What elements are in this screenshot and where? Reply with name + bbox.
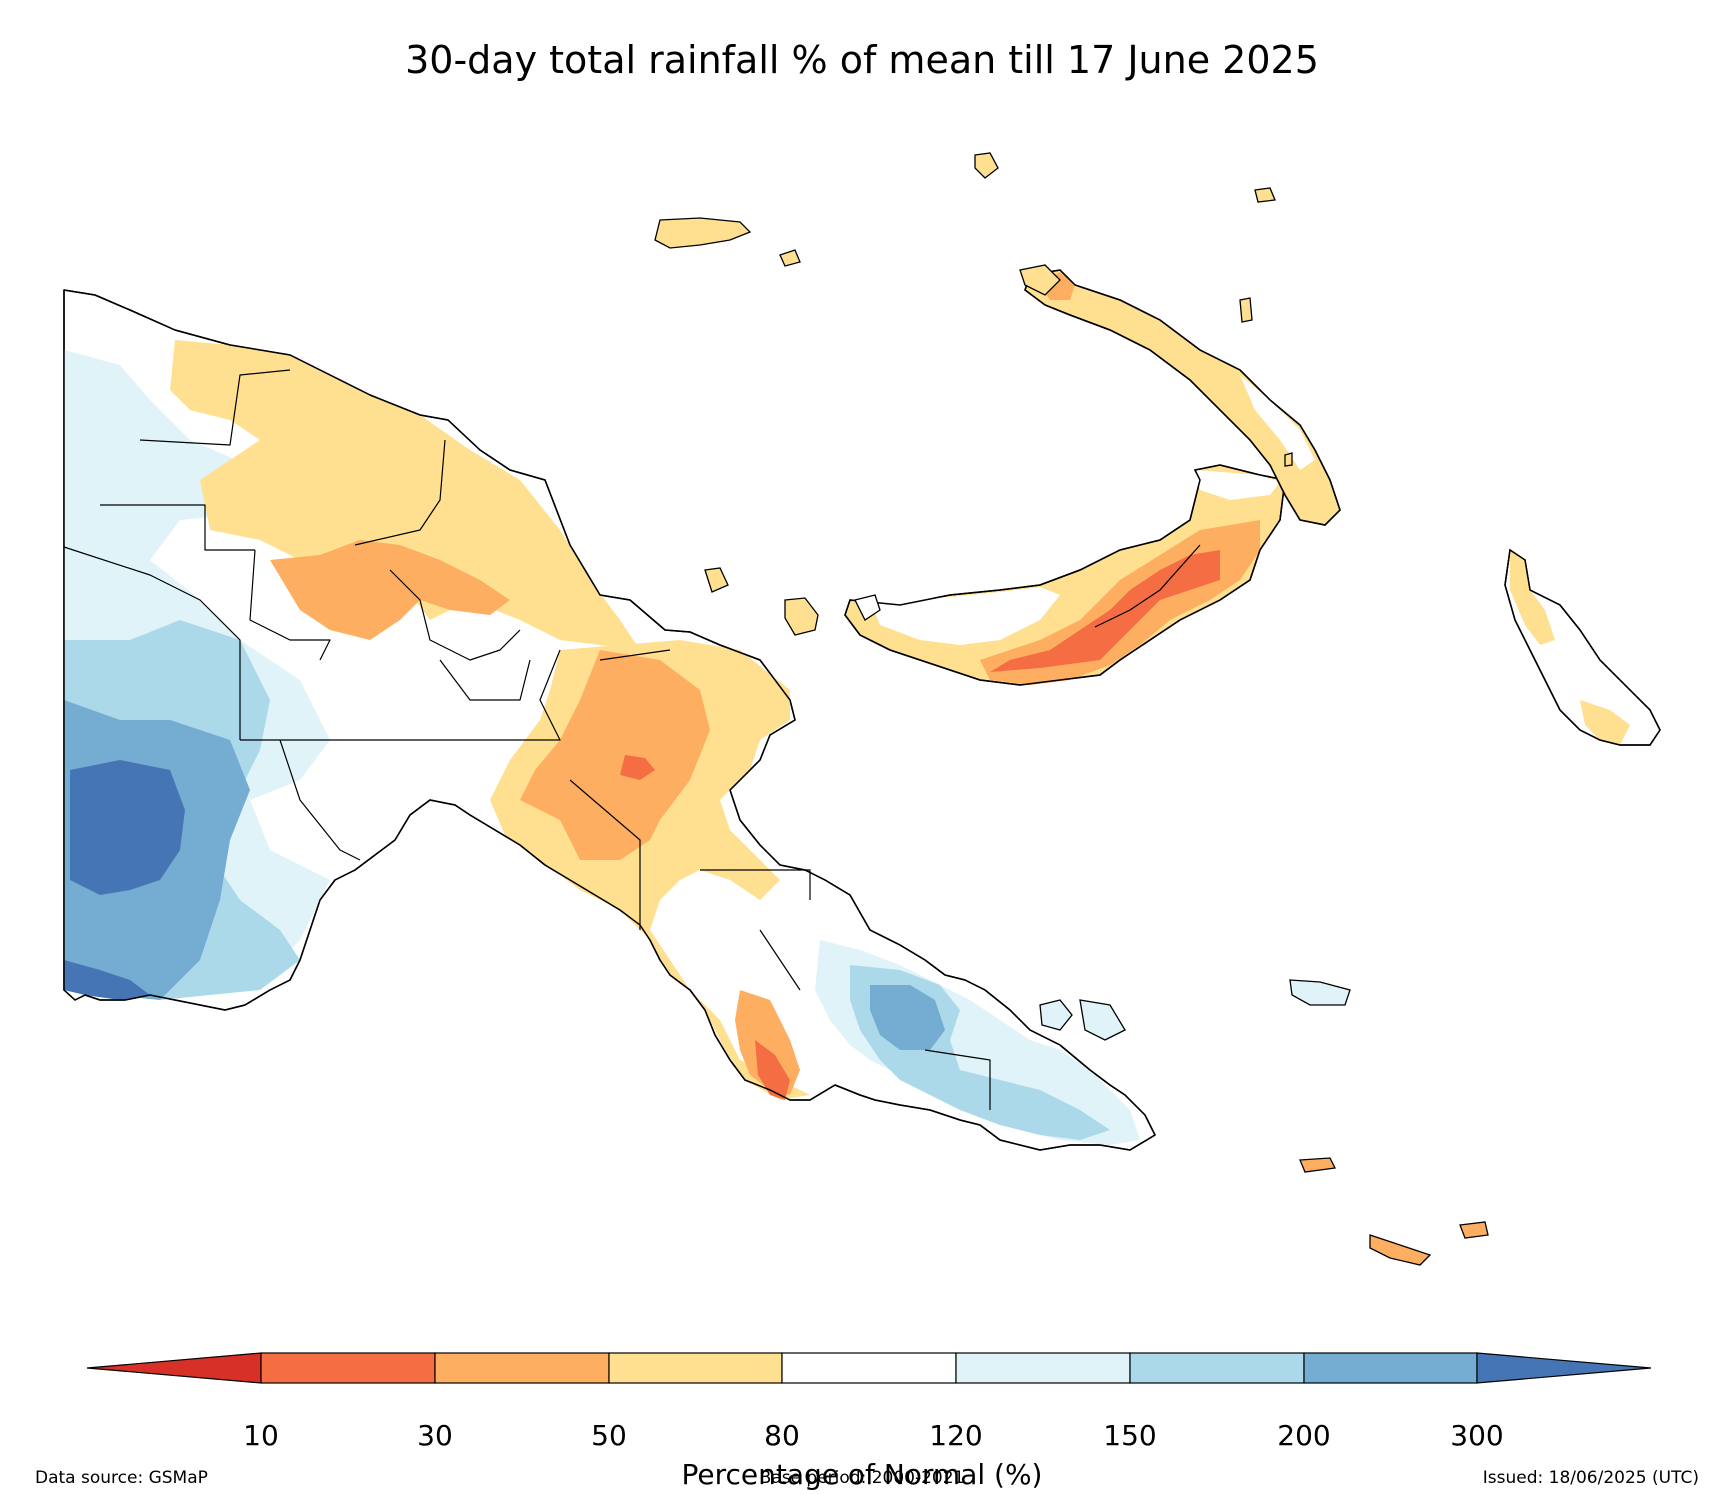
mainland bbox=[63, 289, 1156, 1151]
trobriand-islands bbox=[1289, 979, 1351, 1006]
colorbar-tick-300: 300 bbox=[1450, 1419, 1504, 1452]
zone-yellow-north bbox=[170, 340, 640, 650]
province-boundaries bbox=[63, 369, 991, 1110]
new-britain-white-north bbox=[1195, 470, 1280, 500]
colorbar-tick-80: 80 bbox=[764, 1419, 800, 1452]
new-britain bbox=[844, 464, 1286, 686]
base-period: Base period: 2000-2021 bbox=[759, 1468, 965, 1488]
colorbar-bin-30-50 bbox=[434, 1352, 610, 1384]
map-title: 30-day total rainfall % of mean till 17 … bbox=[405, 38, 1319, 82]
manus-island bbox=[654, 217, 752, 249]
bougainville bbox=[1504, 548, 1661, 746]
bougainville-yellow-south bbox=[1580, 700, 1630, 745]
colorbar-bin-50-80 bbox=[608, 1352, 783, 1384]
new-ireland-outline bbox=[1024, 269, 1341, 526]
colorbar-tick-50: 50 bbox=[591, 1419, 627, 1452]
new-ireland-base bbox=[1024, 269, 1341, 526]
zone-mid-blue-east bbox=[870, 985, 945, 1050]
zone-orange-morobe bbox=[520, 650, 710, 860]
long-island bbox=[784, 597, 819, 636]
mussau-island bbox=[974, 152, 999, 179]
colorbar-label: Percentage of Normal (%) bbox=[681, 1458, 1043, 1491]
new-ireland bbox=[1024, 269, 1341, 526]
colorbar-tick-120: 120 bbox=[929, 1419, 983, 1452]
zone-red-morobe bbox=[620, 755, 655, 780]
mainland-outline bbox=[63, 289, 1156, 1151]
zone-orange-highlands bbox=[270, 540, 510, 640]
colorbar-tick-10: 10 bbox=[243, 1419, 279, 1452]
manus-east-islet bbox=[779, 249, 801, 267]
colorbar-bin-150-200 bbox=[1129, 1352, 1305, 1384]
fergusson-island bbox=[1079, 999, 1126, 1041]
data-source: Data source: GSMaP bbox=[35, 1468, 208, 1488]
new-hanover-island bbox=[1019, 264, 1061, 296]
zone-dark-blue-southwest bbox=[70, 760, 185, 895]
bougainville-yellow bbox=[1510, 550, 1555, 645]
new-britain-red bbox=[990, 550, 1220, 672]
woodlark-island bbox=[1299, 1157, 1336, 1173]
sudest-island bbox=[1369, 1234, 1432, 1266]
lihir-islet bbox=[1284, 452, 1293, 467]
colorbar-tick-30: 30 bbox=[417, 1419, 453, 1452]
zone-dark-blue-south-tip bbox=[64, 960, 150, 1000]
colorbar bbox=[86, 1352, 1652, 1384]
colorbar-tick-150: 150 bbox=[1103, 1419, 1157, 1452]
misima-islet bbox=[1254, 187, 1276, 203]
colorbar-bin-200-300 bbox=[1303, 1352, 1478, 1384]
new-ireland-orange bbox=[1040, 272, 1075, 300]
colorbar-over-triangle bbox=[1476, 1352, 1652, 1384]
zone-red-oro bbox=[755, 1040, 790, 1100]
bougainville-outline bbox=[1504, 548, 1661, 746]
islands bbox=[654, 152, 1489, 1266]
issued-date: Issued: 18/06/2025 (UTC) bbox=[1482, 1468, 1699, 1488]
zone-orange-oro bbox=[735, 990, 800, 1095]
colorbar-under-triangle bbox=[86, 1352, 262, 1384]
tabar-islet bbox=[1239, 297, 1253, 323]
new-ireland-white bbox=[1240, 375, 1315, 470]
goodenough-island bbox=[1039, 999, 1073, 1031]
colorbar-bin-80-120 bbox=[781, 1352, 957, 1384]
colorbar-bin-120-150 bbox=[955, 1352, 1131, 1384]
karkar-island bbox=[704, 567, 729, 593]
colorbar-tick-200: 200 bbox=[1277, 1419, 1331, 1452]
rossel-island bbox=[1459, 1221, 1489, 1239]
umboi-island bbox=[854, 594, 881, 621]
colorbar-bin-10-30 bbox=[260, 1352, 436, 1384]
new-britain-outline bbox=[844, 464, 1286, 686]
